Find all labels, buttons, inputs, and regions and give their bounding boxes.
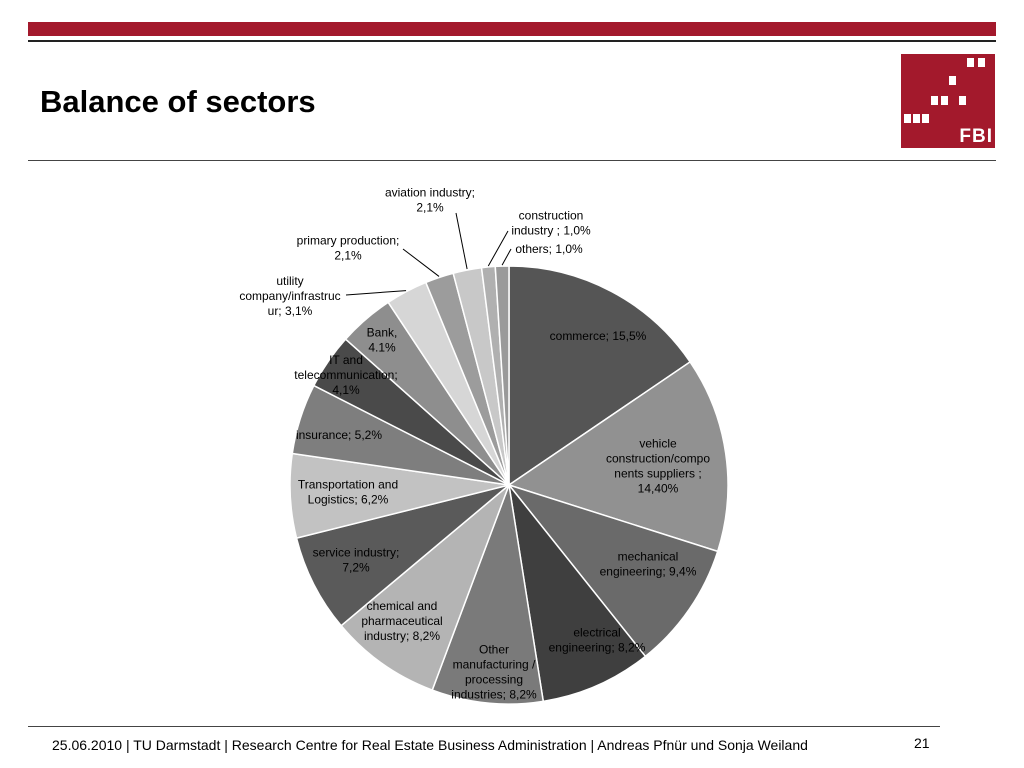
slice-label: Transportation and Logistics; 6,2%: [298, 478, 398, 507]
slice-label: electrical engineering; 8,2%: [549, 626, 646, 655]
slice-labels: commerce; 15,5% vehicle construction/compo…: [239, 186, 710, 702]
slide-title: Balance of sectors: [40, 84, 316, 119]
pie-slices: [289, 265, 729, 705]
header-rule: [28, 40, 996, 42]
leader-line: [487, 230, 509, 267]
slice-label: mechanical engineering; 9,4%: [600, 550, 697, 579]
pie-chart: commerce; 15,5% vehicle construction/compo…: [239, 186, 729, 705]
leader-lines: [345, 212, 512, 296]
pie-slice: [507, 360, 729, 553]
slice-label: chemical and pharmaceutical industry; 8,2%: [361, 599, 442, 643]
slice-label: vehicle construction/compo nents suppliers…: [606, 437, 710, 496]
pie-slice: [340, 482, 511, 692]
slice-label: insurance; 5,2%: [296, 428, 382, 442]
pie-slice: [506, 483, 719, 658]
pie-slice: [507, 482, 647, 703]
slice-label: Other manufacturing / processing industries…: [451, 643, 537, 702]
slice-label: aviation industry; 2,1%: [385, 186, 475, 215]
footer-rule: [28, 726, 940, 727]
footer-text: 25.06.2010 | TU Darmstadt | Research Cen…: [52, 737, 808, 753]
fbi-logo: FBI: [901, 54, 995, 148]
leader-line: [402, 248, 440, 277]
pie-slice: [494, 265, 510, 486]
leader-line: [345, 290, 407, 296]
pie-slice: [431, 482, 545, 705]
pie-slice: [295, 484, 510, 627]
title-divider: [28, 160, 996, 161]
slice-label: service industry; 7,2%: [313, 546, 400, 575]
header-accent-bar: [28, 22, 996, 36]
leader-line: [501, 248, 512, 266]
slice-label: commerce; 15,5%: [550, 329, 647, 343]
slice-label: IT and telecommunication; 4,1%: [294, 353, 397, 397]
logo-text: FBI: [959, 126, 993, 147]
slice-label: Bank, 4.1%: [367, 326, 398, 355]
slice-label: utility company/infrastruc ur; 3,1%: [239, 274, 340, 318]
page-number: 21: [914, 735, 930, 751]
slice-label: primary production; 2,1%: [297, 234, 400, 263]
leader-line: [455, 212, 468, 270]
slice-label: others; 1,0%: [515, 242, 583, 256]
slice-label: construction industry ; 1,0%: [511, 209, 591, 238]
pie-slice: [508, 265, 692, 487]
